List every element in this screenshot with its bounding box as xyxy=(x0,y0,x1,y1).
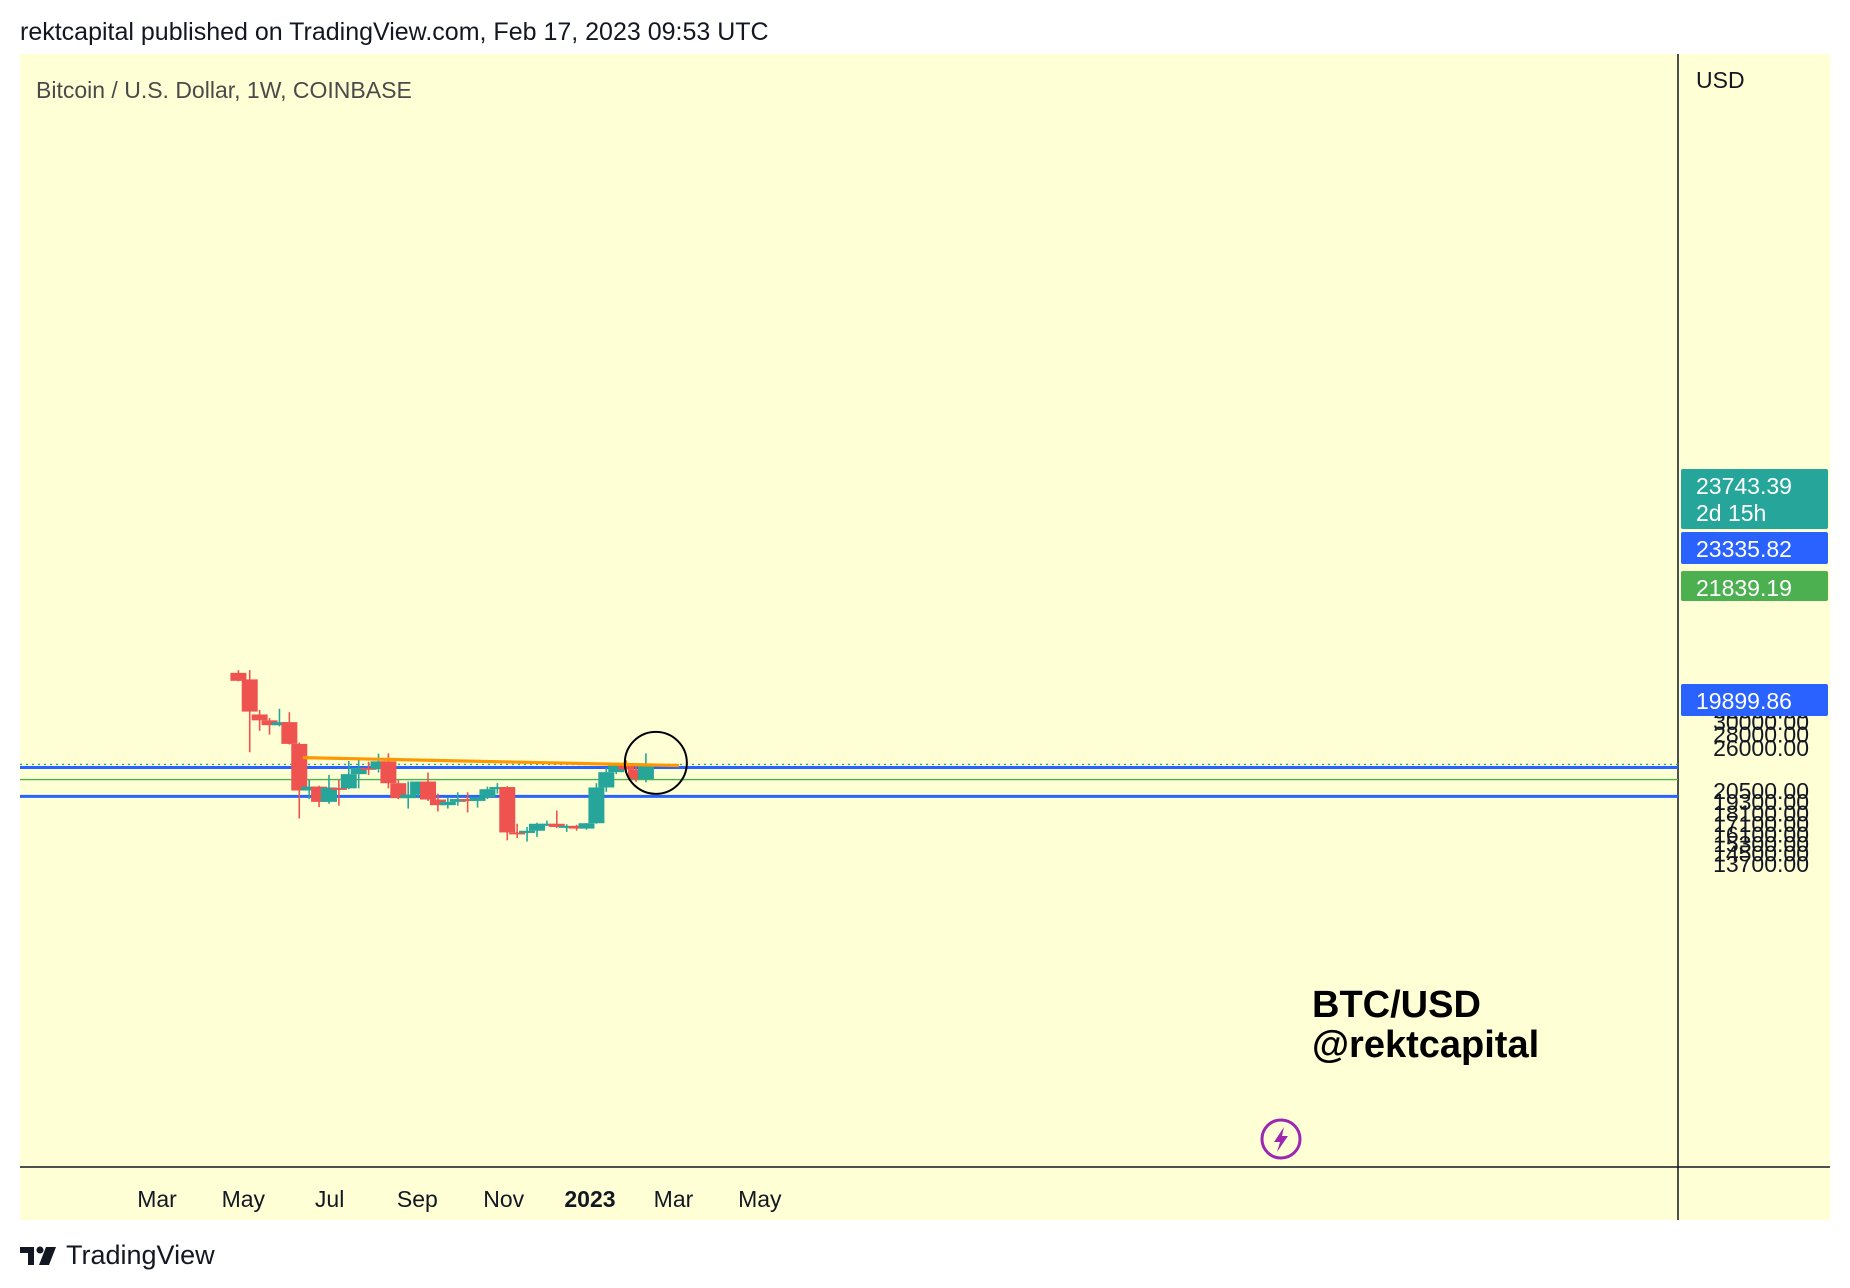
candles xyxy=(230,670,654,842)
x-tick-label: Sep xyxy=(397,1186,438,1212)
candle-body[interactable] xyxy=(637,764,654,780)
candle-body[interactable] xyxy=(608,763,625,773)
candle-body[interactable] xyxy=(429,799,446,806)
candle-body[interactable] xyxy=(320,787,337,802)
candle-body[interactable] xyxy=(528,823,545,831)
y-tick-label: 14500.00 xyxy=(1713,841,1809,867)
countdown-text: 2d 15h xyxy=(1696,500,1766,526)
price-label-box xyxy=(1681,532,1828,564)
x-tick-label: Mar xyxy=(654,1186,694,1212)
tradingview-footer[interactable]: TradingView xyxy=(20,1240,215,1271)
chart-title: Bitcoin / U.S. Dollar, 1W, COINBASE xyxy=(36,77,412,103)
candle-body[interactable] xyxy=(370,761,387,769)
tradingview-logo-icon xyxy=(20,1246,56,1265)
candle-body[interactable] xyxy=(568,825,585,829)
candle-body[interactable] xyxy=(420,781,437,800)
time-axis: Mar May Jul Sep Nov 2023 Mar May xyxy=(137,1186,782,1212)
lightning-icon[interactable] xyxy=(1260,1118,1302,1160)
watermark-line1: BTC/USD xyxy=(1312,984,1481,1026)
price-label-box xyxy=(1681,469,1828,529)
candle-body[interactable] xyxy=(449,799,466,802)
candle-body[interactable] xyxy=(390,783,407,799)
y-tick-label: 16100.00 xyxy=(1713,822,1809,848)
candle-body[interactable] xyxy=(519,830,536,833)
tradingview-brand: TradingView xyxy=(66,1240,215,1270)
y-tick-label: 15300.00 xyxy=(1713,831,1809,857)
y-tick-label: 19300.00 xyxy=(1713,789,1809,815)
price-axis: 13700.0014500.0015300.0016100.0017100.00… xyxy=(1713,697,1809,876)
candle-body[interactable] xyxy=(499,787,516,833)
currency-label: USD xyxy=(1696,67,1745,93)
x-tick-label: May xyxy=(738,1186,782,1212)
x-tick-label: May xyxy=(222,1186,266,1212)
candle-body[interactable] xyxy=(538,823,555,826)
candle-body[interactable] xyxy=(489,787,506,790)
price-label-text: 23335.82 xyxy=(1696,536,1792,562)
candle-body[interactable] xyxy=(598,772,615,788)
y-tick-label: 17100.00 xyxy=(1713,811,1809,837)
y-tick-label: 18100.00 xyxy=(1713,800,1809,826)
candle-body[interactable] xyxy=(509,832,526,835)
breakout-circle-marker[interactable] xyxy=(623,730,688,795)
x-tick-label: 2023 xyxy=(564,1186,615,1212)
y-tick-label: 26000.00 xyxy=(1713,735,1809,761)
candle-body[interactable] xyxy=(281,722,298,744)
y-tick-label: 28000.00 xyxy=(1713,722,1809,748)
x-tick-label: Mar xyxy=(137,1186,177,1212)
y-tick-label: 13700.00 xyxy=(1713,851,1809,877)
candle-body[interactable] xyxy=(251,714,268,721)
x-tick-label: Nov xyxy=(483,1186,524,1212)
candle-body[interactable] xyxy=(271,722,288,726)
candle-body[interactable] xyxy=(241,679,258,712)
candle-body[interactable] xyxy=(230,672,247,681)
candle-body[interactable] xyxy=(360,767,377,770)
candle-body[interactable] xyxy=(548,823,565,827)
candle-body[interactable] xyxy=(350,767,367,775)
candle-body[interactable] xyxy=(628,769,645,780)
resistance-trendline[interactable] xyxy=(302,756,680,768)
price-label-text: 21839.19 xyxy=(1696,575,1792,601)
price-label-box xyxy=(1681,684,1828,716)
x-tick-label: Jul xyxy=(315,1186,344,1212)
candle-body[interactable] xyxy=(380,761,397,784)
candle-body[interactable] xyxy=(578,823,595,829)
candle-body[interactable] xyxy=(340,774,357,789)
candle-body[interactable] xyxy=(291,743,308,791)
price-label-box xyxy=(1681,571,1828,601)
price-label-text: 19899.86 xyxy=(1696,688,1792,714)
candle-body[interactable] xyxy=(439,801,456,806)
candle-body[interactable] xyxy=(400,794,417,799)
candle-body[interactable] xyxy=(469,797,486,801)
candle-body[interactable] xyxy=(459,799,476,802)
candle-body[interactable] xyxy=(558,825,575,828)
candle-body[interactable] xyxy=(261,720,278,726)
price-label-text: 23743.39 xyxy=(1696,473,1792,499)
watermark-line2: @rektcapital xyxy=(1312,1024,1539,1066)
candle-body[interactable] xyxy=(479,789,496,798)
candle-body[interactable] xyxy=(618,763,635,770)
candle-body[interactable] xyxy=(588,787,605,824)
publish-header: rektcapital published on TradingView.com… xyxy=(20,18,769,46)
candle-body[interactable] xyxy=(330,787,347,790)
overlays xyxy=(302,730,688,795)
chart-background xyxy=(20,54,1830,1220)
y-tick-label: 20500.00 xyxy=(1713,778,1809,804)
candle-body[interactable] xyxy=(301,786,318,791)
